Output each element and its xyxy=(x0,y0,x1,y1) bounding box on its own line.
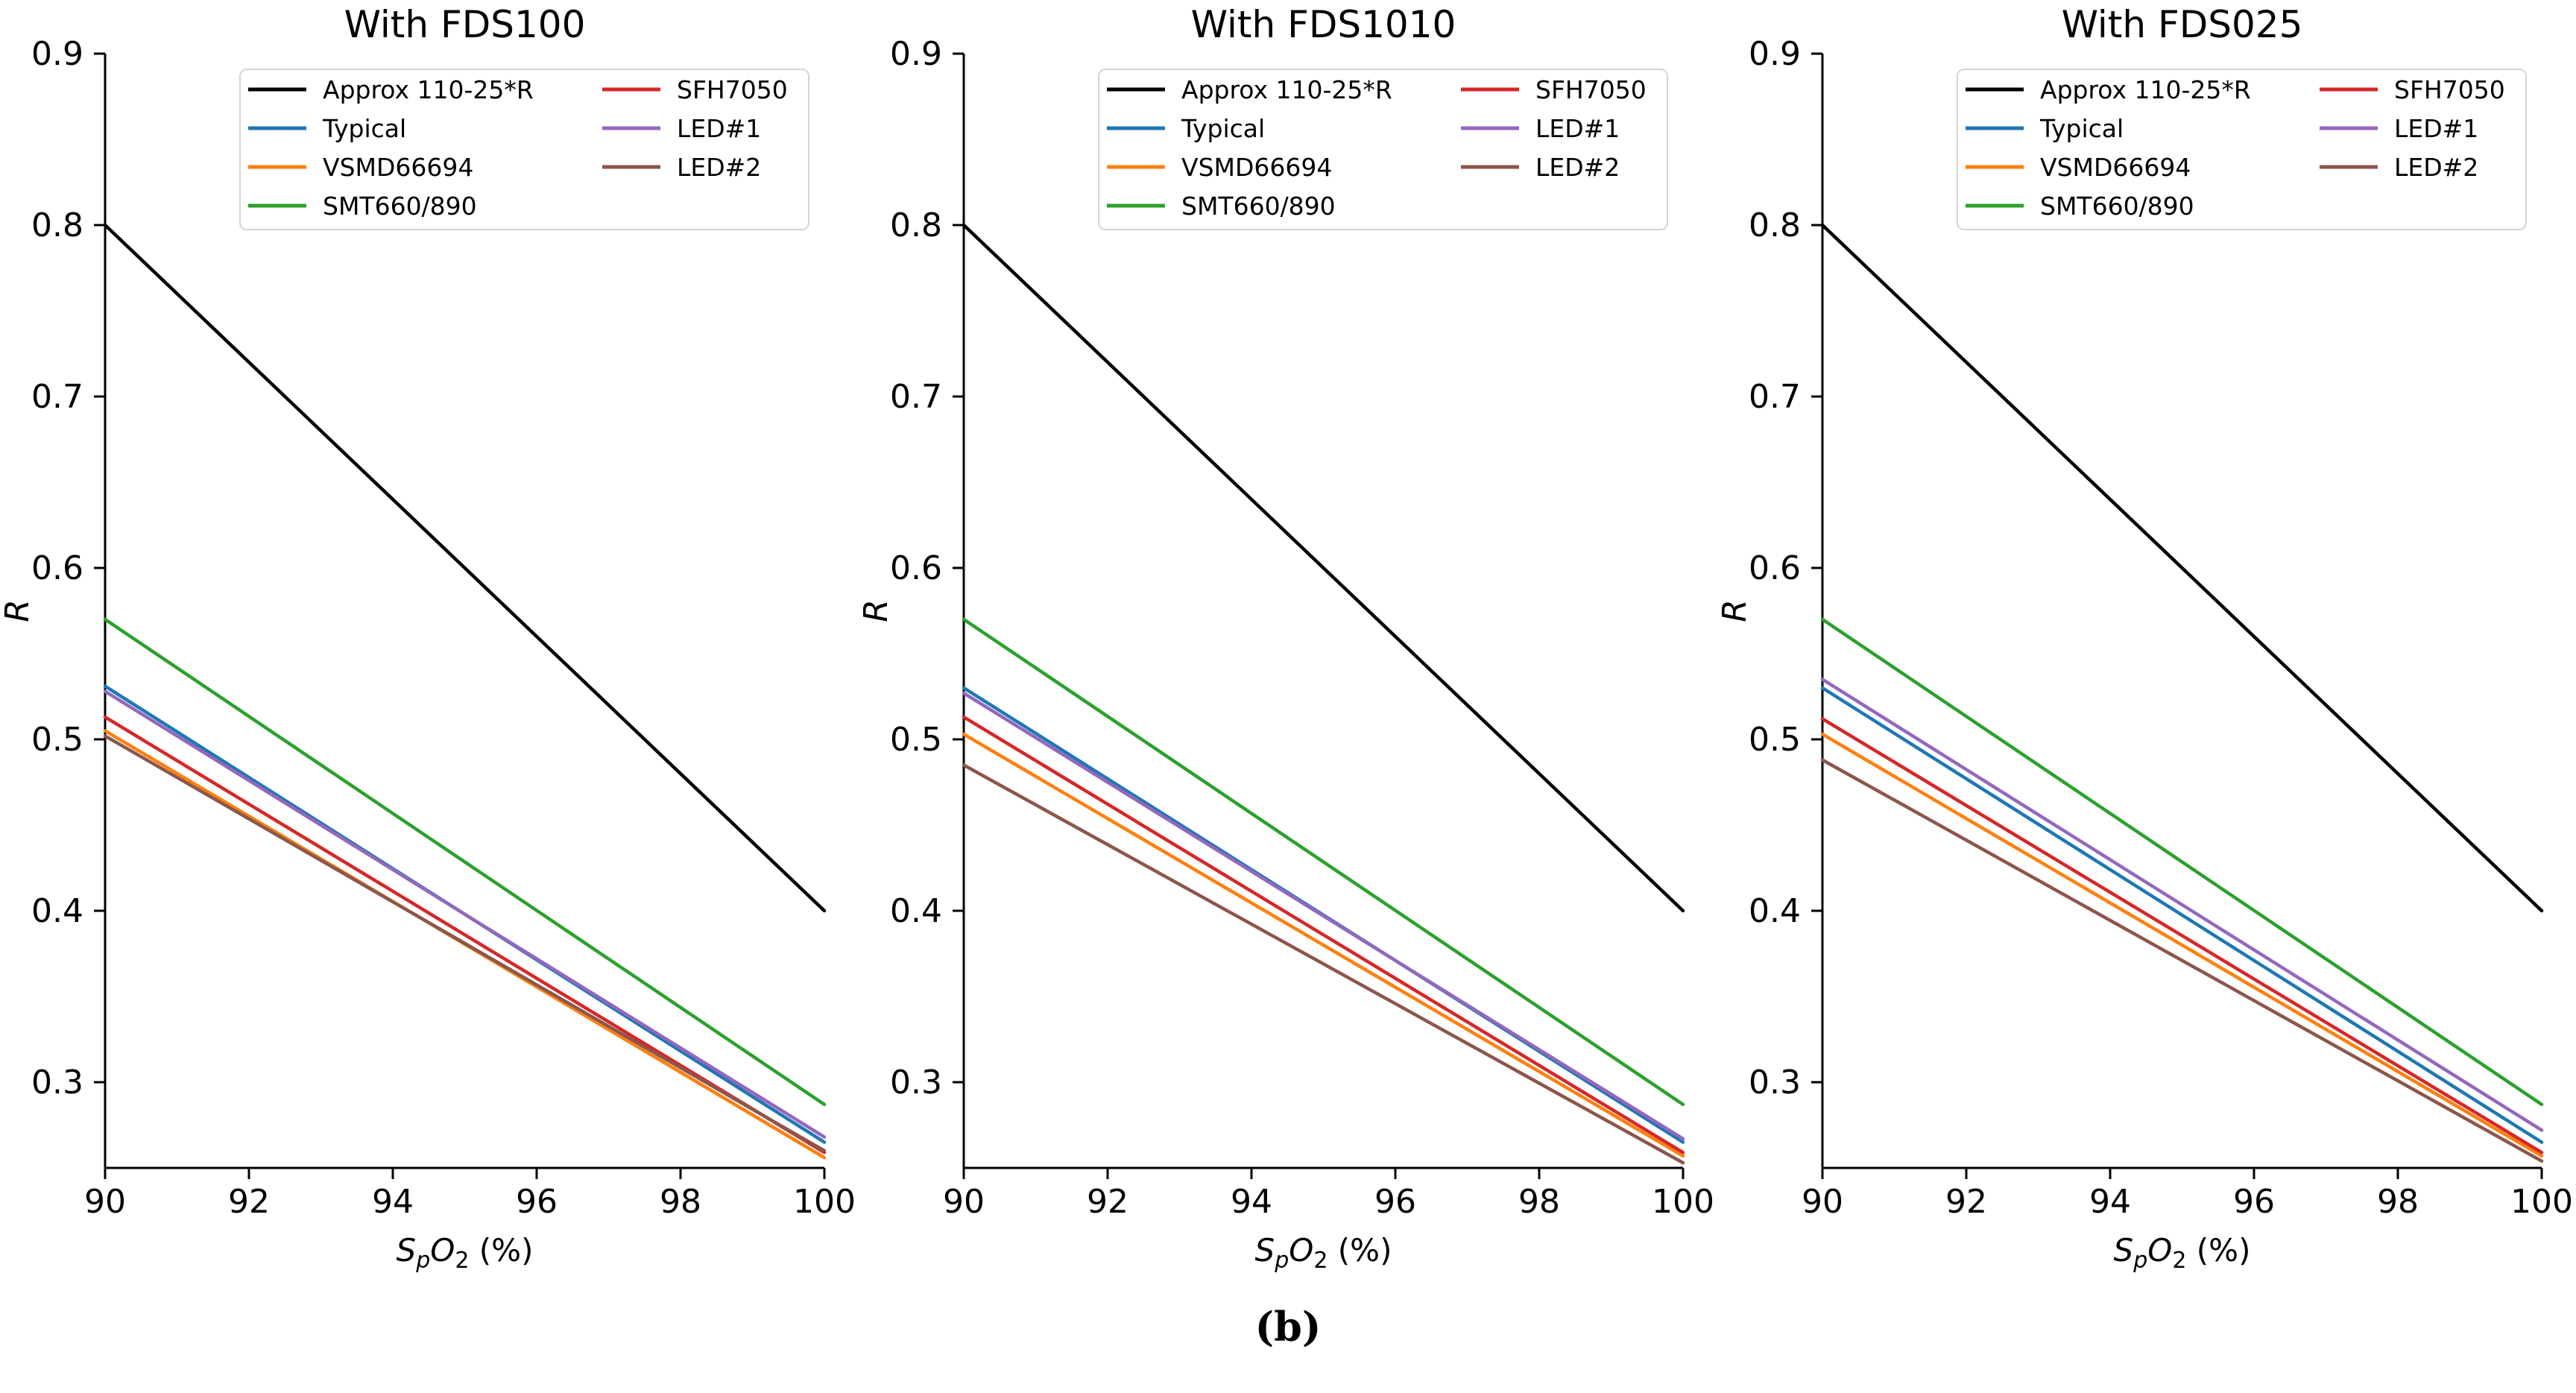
x-tick-label: 92 xyxy=(1087,1183,1128,1221)
caption-label: (b) xyxy=(1254,1303,1322,1351)
subplot-1: With FDS100 0.3 0.4 0.5 0.6 0.7 0.8 0.9 90 92 94 96… xyxy=(0,3,856,1274)
series-line-led-1 xyxy=(103,689,827,1139)
x-tick-label: 98 xyxy=(660,1183,701,1221)
chart-title: With FDS025 xyxy=(2062,3,2303,46)
x-axis-label: SpO2 (%) xyxy=(2114,1232,2251,1274)
series-line-led-1 xyxy=(962,691,1685,1141)
y-tick-label: 0.6 xyxy=(1749,549,1801,587)
y-axis-label: R xyxy=(859,599,895,622)
x-tick-label: 94 xyxy=(372,1183,414,1221)
figure-caption: (b) xyxy=(0,1274,2576,1393)
legend-entry-label: SFH7050 xyxy=(677,75,788,104)
x-tick-label: 96 xyxy=(516,1183,558,1221)
y-tick-label: 0.7 xyxy=(890,378,942,416)
x-tick-label: 98 xyxy=(1518,1183,1560,1221)
y-tick-label: 0.3 xyxy=(1749,1064,1801,1102)
series-line-vsmd66694 xyxy=(962,732,1685,1158)
legend-entry-label: LED#2 xyxy=(677,153,761,182)
y-tick-label: 0.9 xyxy=(1749,35,1801,73)
series-line-led-2 xyxy=(1820,758,2544,1163)
x-tick-label: 100 xyxy=(1652,1183,1714,1221)
legend-entry-label: SMT660/890 xyxy=(2040,192,2194,221)
x-tick-label: 92 xyxy=(228,1183,270,1221)
legend-entry-label: LED#1 xyxy=(677,114,761,143)
legend-entry-label: Typical xyxy=(2039,114,2124,143)
y-tick-label: 0.9 xyxy=(31,35,83,73)
y-tick-label: 0.4 xyxy=(1749,892,1801,930)
x-axis-label: SpO2 (%) xyxy=(397,1232,534,1274)
charts-row: With FDS100 0.3 0.4 0.5 0.6 0.7 0.8 0.9 90 92 94 96… xyxy=(0,3,2573,1274)
series-line-typical xyxy=(1820,686,2544,1144)
legend-entry-label: LED#2 xyxy=(1535,153,1620,182)
x-axis-label: SpO2 (%) xyxy=(1255,1232,1392,1274)
y-tick-label: 0.8 xyxy=(1749,206,1801,244)
series-line-led-1 xyxy=(1820,677,2544,1132)
x-tick-label: 96 xyxy=(2233,1183,2275,1221)
y-tick-label: 0.5 xyxy=(890,721,942,759)
y-tick-label: 0.8 xyxy=(890,206,942,244)
y-tick-label: 0.7 xyxy=(31,378,83,416)
legend-entry-label: Approx 110-25*R xyxy=(1181,75,1392,104)
y-tick-label: 0.5 xyxy=(1749,721,1801,759)
legend-box xyxy=(1957,69,2527,230)
subplot-2: With FDS1010 0.3 0.4 0.5 0.6 0.7 0.8 0.9 90 92 94 9… xyxy=(859,3,1714,1274)
series-line-smt660-890 xyxy=(1820,617,2544,1107)
legend-entry-label: VSMD66694 xyxy=(1181,153,1332,182)
legend-entry-label: Typical xyxy=(1181,114,1265,143)
y-tick-label: 0.3 xyxy=(890,1064,942,1102)
legend: Approx 110-25*R Typical VSMD66694 SMT660/89… xyxy=(239,69,809,230)
series-line-led-2 xyxy=(103,734,827,1153)
x-tick-label: 100 xyxy=(793,1183,856,1221)
series-line-led-2 xyxy=(962,763,1685,1165)
y-tick-label: 0.6 xyxy=(31,549,83,587)
legend-entry-label: SMT660/890 xyxy=(1181,192,1336,221)
x-tick-label: 94 xyxy=(2089,1183,2131,1221)
series-line-approx-110-25-r xyxy=(962,223,1685,913)
legend-box xyxy=(1098,69,1668,230)
y-tick-label: 0.9 xyxy=(890,35,942,73)
series-line-approx-110-25-r xyxy=(103,223,827,913)
y-tick-label: 0.8 xyxy=(31,206,83,244)
x-tick-label: 98 xyxy=(2377,1183,2419,1221)
x-tick-label: 90 xyxy=(943,1183,985,1221)
series-line-approx-110-25-r xyxy=(1820,223,2544,913)
legend-entry-label: SMT660/890 xyxy=(323,192,477,221)
series-line-smt660-890 xyxy=(962,617,1685,1107)
subplot-3: With FDS025 0.3 0.4 0.5 0.6 0.7 0.8 0.9 90 92 94 96… xyxy=(1717,3,2573,1274)
legend: Approx 110-25*R Typical VSMD66694 SMT660/89… xyxy=(1957,69,2527,230)
series-line-smt660-890 xyxy=(103,617,827,1107)
x-tick-label: 94 xyxy=(1231,1183,1272,1221)
chart-title: With FDS100 xyxy=(344,3,586,46)
series-line-vsmd66694 xyxy=(1820,732,2544,1158)
legend-entry-label: LED#2 xyxy=(2394,153,2478,182)
legend: Approx 110-25*R Typical VSMD66694 SMT660/89… xyxy=(1098,69,1668,230)
x-tick-label: 90 xyxy=(1802,1183,1843,1221)
legend-entry-label: LED#1 xyxy=(2394,114,2478,143)
legend-entry-label: Approx 110-25*R xyxy=(2040,75,2251,104)
y-tick-label: 0.4 xyxy=(31,892,83,930)
legend-entry-label: Typical xyxy=(322,114,406,143)
y-tick-label: 0.3 xyxy=(31,1064,83,1102)
legend-entry-label: LED#1 xyxy=(1535,114,1620,143)
x-tick-label: 96 xyxy=(1374,1183,1416,1221)
y-tick-label: 0.4 xyxy=(890,892,942,930)
y-tick-label: 0.7 xyxy=(1749,378,1801,416)
legend-entry-label: SFH7050 xyxy=(2394,75,2505,104)
chart-title: With FDS1010 xyxy=(1191,3,1456,46)
legend-box xyxy=(239,69,809,230)
legend-entry-label: VSMD66694 xyxy=(323,153,473,182)
x-tick-label: 100 xyxy=(2510,1183,2573,1221)
legend-entry-label: VSMD66694 xyxy=(2040,153,2191,182)
y-axis-label: R xyxy=(1717,599,1754,622)
x-tick-label: 90 xyxy=(84,1183,126,1221)
y-tick-label: 0.5 xyxy=(31,721,83,759)
legend-entry-label: SFH7050 xyxy=(1535,75,1647,104)
y-tick-label: 0.6 xyxy=(890,549,942,587)
series-line-sfh7050 xyxy=(962,715,1685,1154)
x-tick-label: 92 xyxy=(1945,1183,1987,1221)
series-line-sfh7050 xyxy=(1820,717,2544,1154)
y-axis-label: R xyxy=(0,599,37,622)
legend-entry-label: Approx 110-25*R xyxy=(323,75,534,104)
